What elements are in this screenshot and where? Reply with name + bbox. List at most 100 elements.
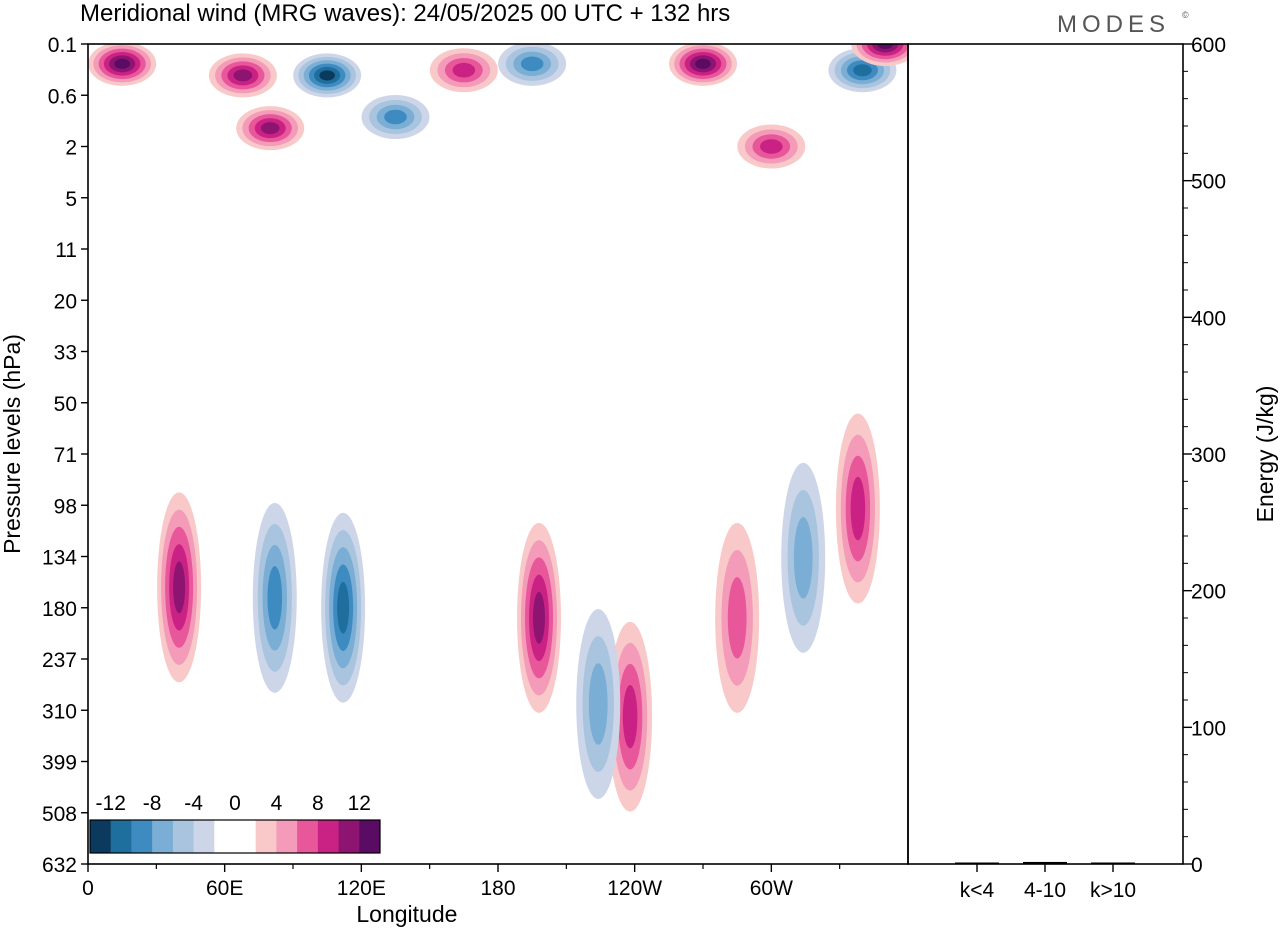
contour-level	[695, 58, 711, 69]
wind-anomaly-positive	[429, 48, 498, 93]
y-tick-label: 33	[54, 342, 77, 365]
colorbar-swatch	[90, 820, 112, 853]
colorbar-label: 4	[271, 792, 283, 815]
colorbar: -12 -8 -4 0 4 8 12	[89, 792, 381, 854]
contour-level	[260, 122, 280, 135]
wind-anomaly-positive	[835, 413, 880, 604]
y-tick-label: 0.1	[48, 34, 77, 57]
colorbar-swatch	[193, 820, 215, 853]
y-tick-label: 2	[65, 137, 77, 160]
colorbar-swatch	[317, 820, 339, 853]
energy-tick-label: 0	[1191, 854, 1203, 877]
logo-text: MODES	[1057, 11, 1170, 38]
contour-level	[173, 561, 186, 614]
y-tick-label: 5	[65, 188, 77, 211]
contour-level	[622, 684, 638, 749]
y-tick-label: 50	[54, 393, 77, 416]
modes-logo: MODES ©	[1057, 10, 1189, 38]
colorbar-swatch	[255, 820, 277, 853]
colorbar-swatch	[359, 820, 381, 853]
energy-tick-label: 600	[1191, 34, 1226, 57]
contour-level	[337, 581, 350, 634]
x-tick-label: 60W	[750, 877, 793, 900]
wind-anomaly-negative	[498, 44, 567, 86]
colorbar-label: 12	[348, 792, 371, 815]
wind-anomaly-positive	[208, 53, 277, 98]
energy-tick-label: 300	[1191, 444, 1226, 467]
wind-anomaly-positive	[236, 106, 305, 151]
chart-title: Meridional wind (MRG waves): 24/05/2025 …	[80, 0, 730, 27]
wind-anomaly-positive	[517, 522, 561, 713]
colorbar-label: -8	[143, 792, 162, 815]
colorbar-label: 8	[312, 792, 324, 815]
colorbar-swatch	[214, 820, 236, 853]
contour-level	[588, 663, 608, 745]
wind-anomaly-negative	[576, 608, 621, 799]
contour-level	[853, 64, 872, 77]
y-tick-label: 508	[42, 803, 77, 826]
y-tick-label: 180	[42, 598, 77, 621]
energy-category-label: 4-10	[1024, 879, 1066, 902]
energy-frame	[907, 43, 1184, 865]
y-tick-label: 11	[55, 239, 77, 262]
y-tick-label: 134	[42, 547, 77, 570]
colorbar-swatch	[152, 820, 174, 853]
y-tick-label: 399	[42, 752, 77, 775]
y-tick-label: 71	[54, 444, 77, 467]
energy-category-label: k>10	[1090, 879, 1136, 902]
energy-bars: k<4 4-10 k>10	[955, 861, 1136, 902]
colorbar-swatch	[131, 820, 153, 853]
wind-field	[88, 44, 908, 812]
chart-axes: 0.1 0.6 2 5 11 20 33 50 71 98 134 180 237 310 399 508 63…	[0, 34, 1278, 927]
energy-tick-label: 500	[1191, 171, 1226, 194]
contour-level	[533, 591, 545, 644]
wind-anomaly-negative	[252, 502, 297, 693]
y-tick-label: 310	[42, 700, 77, 723]
contour-level	[727, 577, 747, 659]
wind-anomaly-negative	[781, 462, 826, 653]
energy-tick-label: 200	[1191, 581, 1226, 604]
heatmap-frame	[87, 43, 909, 865]
energy-category-label: k<4	[960, 879, 995, 902]
x-axis-label: Longitude	[356, 901, 457, 927]
x-tick-label: 120E	[337, 877, 386, 900]
colorbar-swatch	[235, 820, 257, 853]
x-tick-label: 0	[82, 877, 94, 900]
wind-anomaly-positive	[715, 522, 760, 713]
colorbar-label: 0	[229, 792, 241, 815]
y-tick-label: 20	[54, 290, 77, 313]
energy-bar	[1023, 861, 1067, 864]
energy-bar	[1091, 862, 1135, 864]
colorbar-swatch	[276, 820, 298, 853]
wind-anomaly-positive	[608, 621, 653, 812]
contour-level	[452, 62, 476, 78]
contour-level	[877, 44, 894, 50]
logo-mark: ©	[1182, 10, 1189, 20]
wind-anomaly-negative	[293, 53, 362, 98]
contour-level	[793, 517, 813, 599]
wind-anomaly-negative	[321, 512, 366, 703]
colorbar-label: -12	[96, 792, 126, 815]
colorbar-swatch	[172, 820, 194, 853]
colorbar-swatch	[338, 820, 360, 853]
y-tick-label: 237	[42, 649, 77, 672]
colorbar-swatch	[110, 820, 132, 853]
y-tick-label: 98	[54, 495, 77, 518]
wind-anomaly-positive	[851, 44, 908, 66]
y-axis-label: Pressure levels (hPa)	[0, 334, 25, 554]
x-tick-label: 180	[480, 877, 515, 900]
y-tick-label: 0.6	[48, 85, 77, 108]
contour-level	[233, 69, 253, 82]
contour-level	[760, 139, 783, 154]
energy-bar	[955, 862, 999, 864]
energy-axis-label: Energy (J/kg)	[1252, 386, 1278, 523]
wind-anomaly-positive	[737, 124, 806, 169]
energy-tick-label: 100	[1191, 717, 1226, 740]
contour-level	[267, 566, 283, 630]
wind-anomaly-negative	[361, 94, 430, 139]
wind-anomaly-positive	[88, 44, 157, 86]
x-tick-label: 120W	[607, 877, 662, 900]
colorbar-swatch	[297, 820, 319, 853]
y-tick-label: 632	[42, 854, 77, 877]
contour-level	[520, 56, 544, 72]
